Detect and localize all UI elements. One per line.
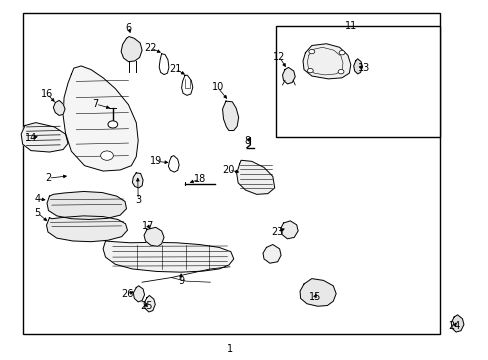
Polygon shape [303, 44, 350, 79]
Polygon shape [133, 286, 144, 302]
Circle shape [308, 49, 314, 54]
Polygon shape [282, 67, 295, 84]
Polygon shape [263, 244, 281, 263]
Text: 22: 22 [144, 43, 157, 53]
Text: 2: 2 [45, 173, 52, 183]
Text: 21: 21 [169, 64, 181, 74]
Text: 23: 23 [271, 227, 283, 237]
Text: 11: 11 [344, 21, 356, 31]
Text: 12: 12 [273, 52, 285, 62]
Bar [276, 26, 439, 137]
Text: 7: 7 [92, 99, 99, 109]
Text: 24: 24 [447, 321, 459, 331]
Polygon shape [46, 216, 127, 242]
Text: 15: 15 [308, 292, 321, 302]
Polygon shape [222, 101, 238, 131]
Text: 26: 26 [121, 289, 133, 299]
Text: 17: 17 [142, 221, 154, 231]
Polygon shape [144, 296, 155, 312]
Circle shape [338, 50, 344, 55]
Polygon shape [47, 192, 126, 220]
Circle shape [101, 151, 113, 160]
Text: 4: 4 [35, 194, 41, 204]
Text: 8: 8 [244, 136, 249, 146]
Circle shape [337, 69, 343, 74]
Polygon shape [144, 227, 163, 246]
Polygon shape [450, 315, 463, 332]
Bar [22, 13, 439, 334]
Polygon shape [353, 59, 362, 74]
Polygon shape [53, 100, 65, 116]
Circle shape [307, 68, 313, 73]
Text: 20: 20 [222, 165, 235, 175]
Text: 14: 14 [25, 133, 37, 143]
Polygon shape [280, 221, 298, 239]
Polygon shape [21, 123, 68, 152]
Text: 18: 18 [193, 174, 205, 184]
Polygon shape [300, 279, 335, 306]
Text: 13: 13 [357, 63, 369, 73]
Circle shape [108, 121, 118, 128]
Polygon shape [103, 241, 233, 272]
Text: 19: 19 [149, 156, 162, 166]
Text: 16: 16 [41, 89, 53, 99]
Text: 3: 3 [135, 195, 141, 205]
Text: 25: 25 [140, 301, 152, 311]
Text: 5: 5 [35, 208, 41, 218]
Polygon shape [236, 160, 274, 194]
Text: 6: 6 [125, 23, 131, 33]
Polygon shape [121, 37, 142, 62]
Polygon shape [63, 66, 138, 171]
Polygon shape [132, 173, 143, 188]
Text: 10: 10 [211, 82, 224, 93]
Text: 1: 1 [226, 343, 232, 354]
Text: 9: 9 [178, 276, 184, 286]
